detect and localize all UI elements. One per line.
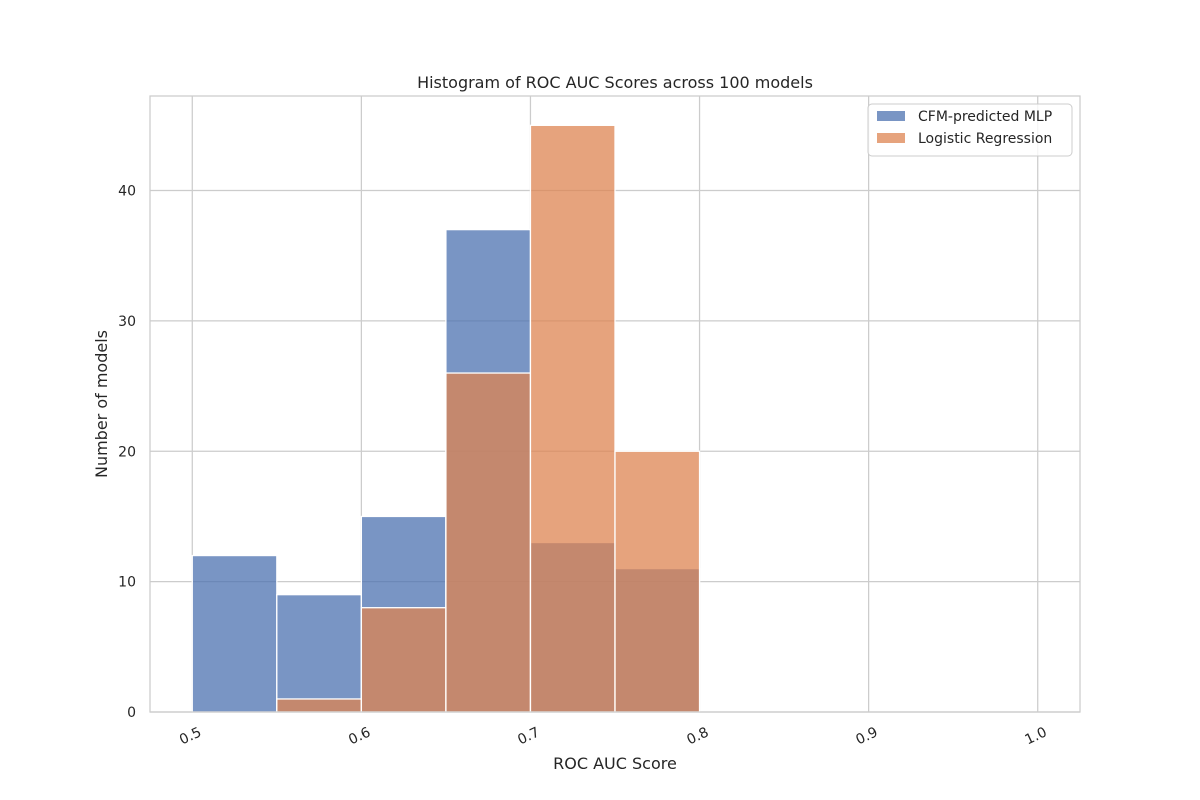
plot-frame (149, 95, 1081, 713)
y-tick-label: 10 (118, 575, 136, 591)
legend-box (867, 103, 1073, 157)
y-tick-labels: 0 10 20 30 40 (118, 184, 136, 721)
y-axis-label: Number of models (92, 330, 111, 478)
bar-series-2 (445, 372, 532, 713)
legend-label: CFM-predicted MLP (918, 109, 1052, 125)
bar-series-2 (360, 607, 447, 713)
y-tick-label: 40 (118, 184, 136, 200)
bar-series-1 (191, 554, 278, 713)
legend-label: Logistic Regression (918, 131, 1052, 147)
histogram-bars (191, 124, 701, 713)
bar-series-2 (276, 698, 363, 713)
legend-swatch (877, 111, 905, 121)
chart-title: Histogram of ROC AUC Scores across 100 m… (417, 73, 813, 92)
legend-swatch (877, 133, 905, 143)
y-tick-label: 30 (118, 314, 136, 330)
legend: CFM-predicted MLP Logistic Regression (867, 103, 1073, 157)
bar-series-2 (614, 450, 701, 713)
bar-series-1 (276, 594, 363, 713)
y-tick-label: 20 (118, 444, 136, 460)
bar-series-2 (529, 124, 616, 713)
y-tick-label: 0 (127, 705, 136, 721)
x-axis-label: ROC AUC Score (553, 754, 677, 773)
